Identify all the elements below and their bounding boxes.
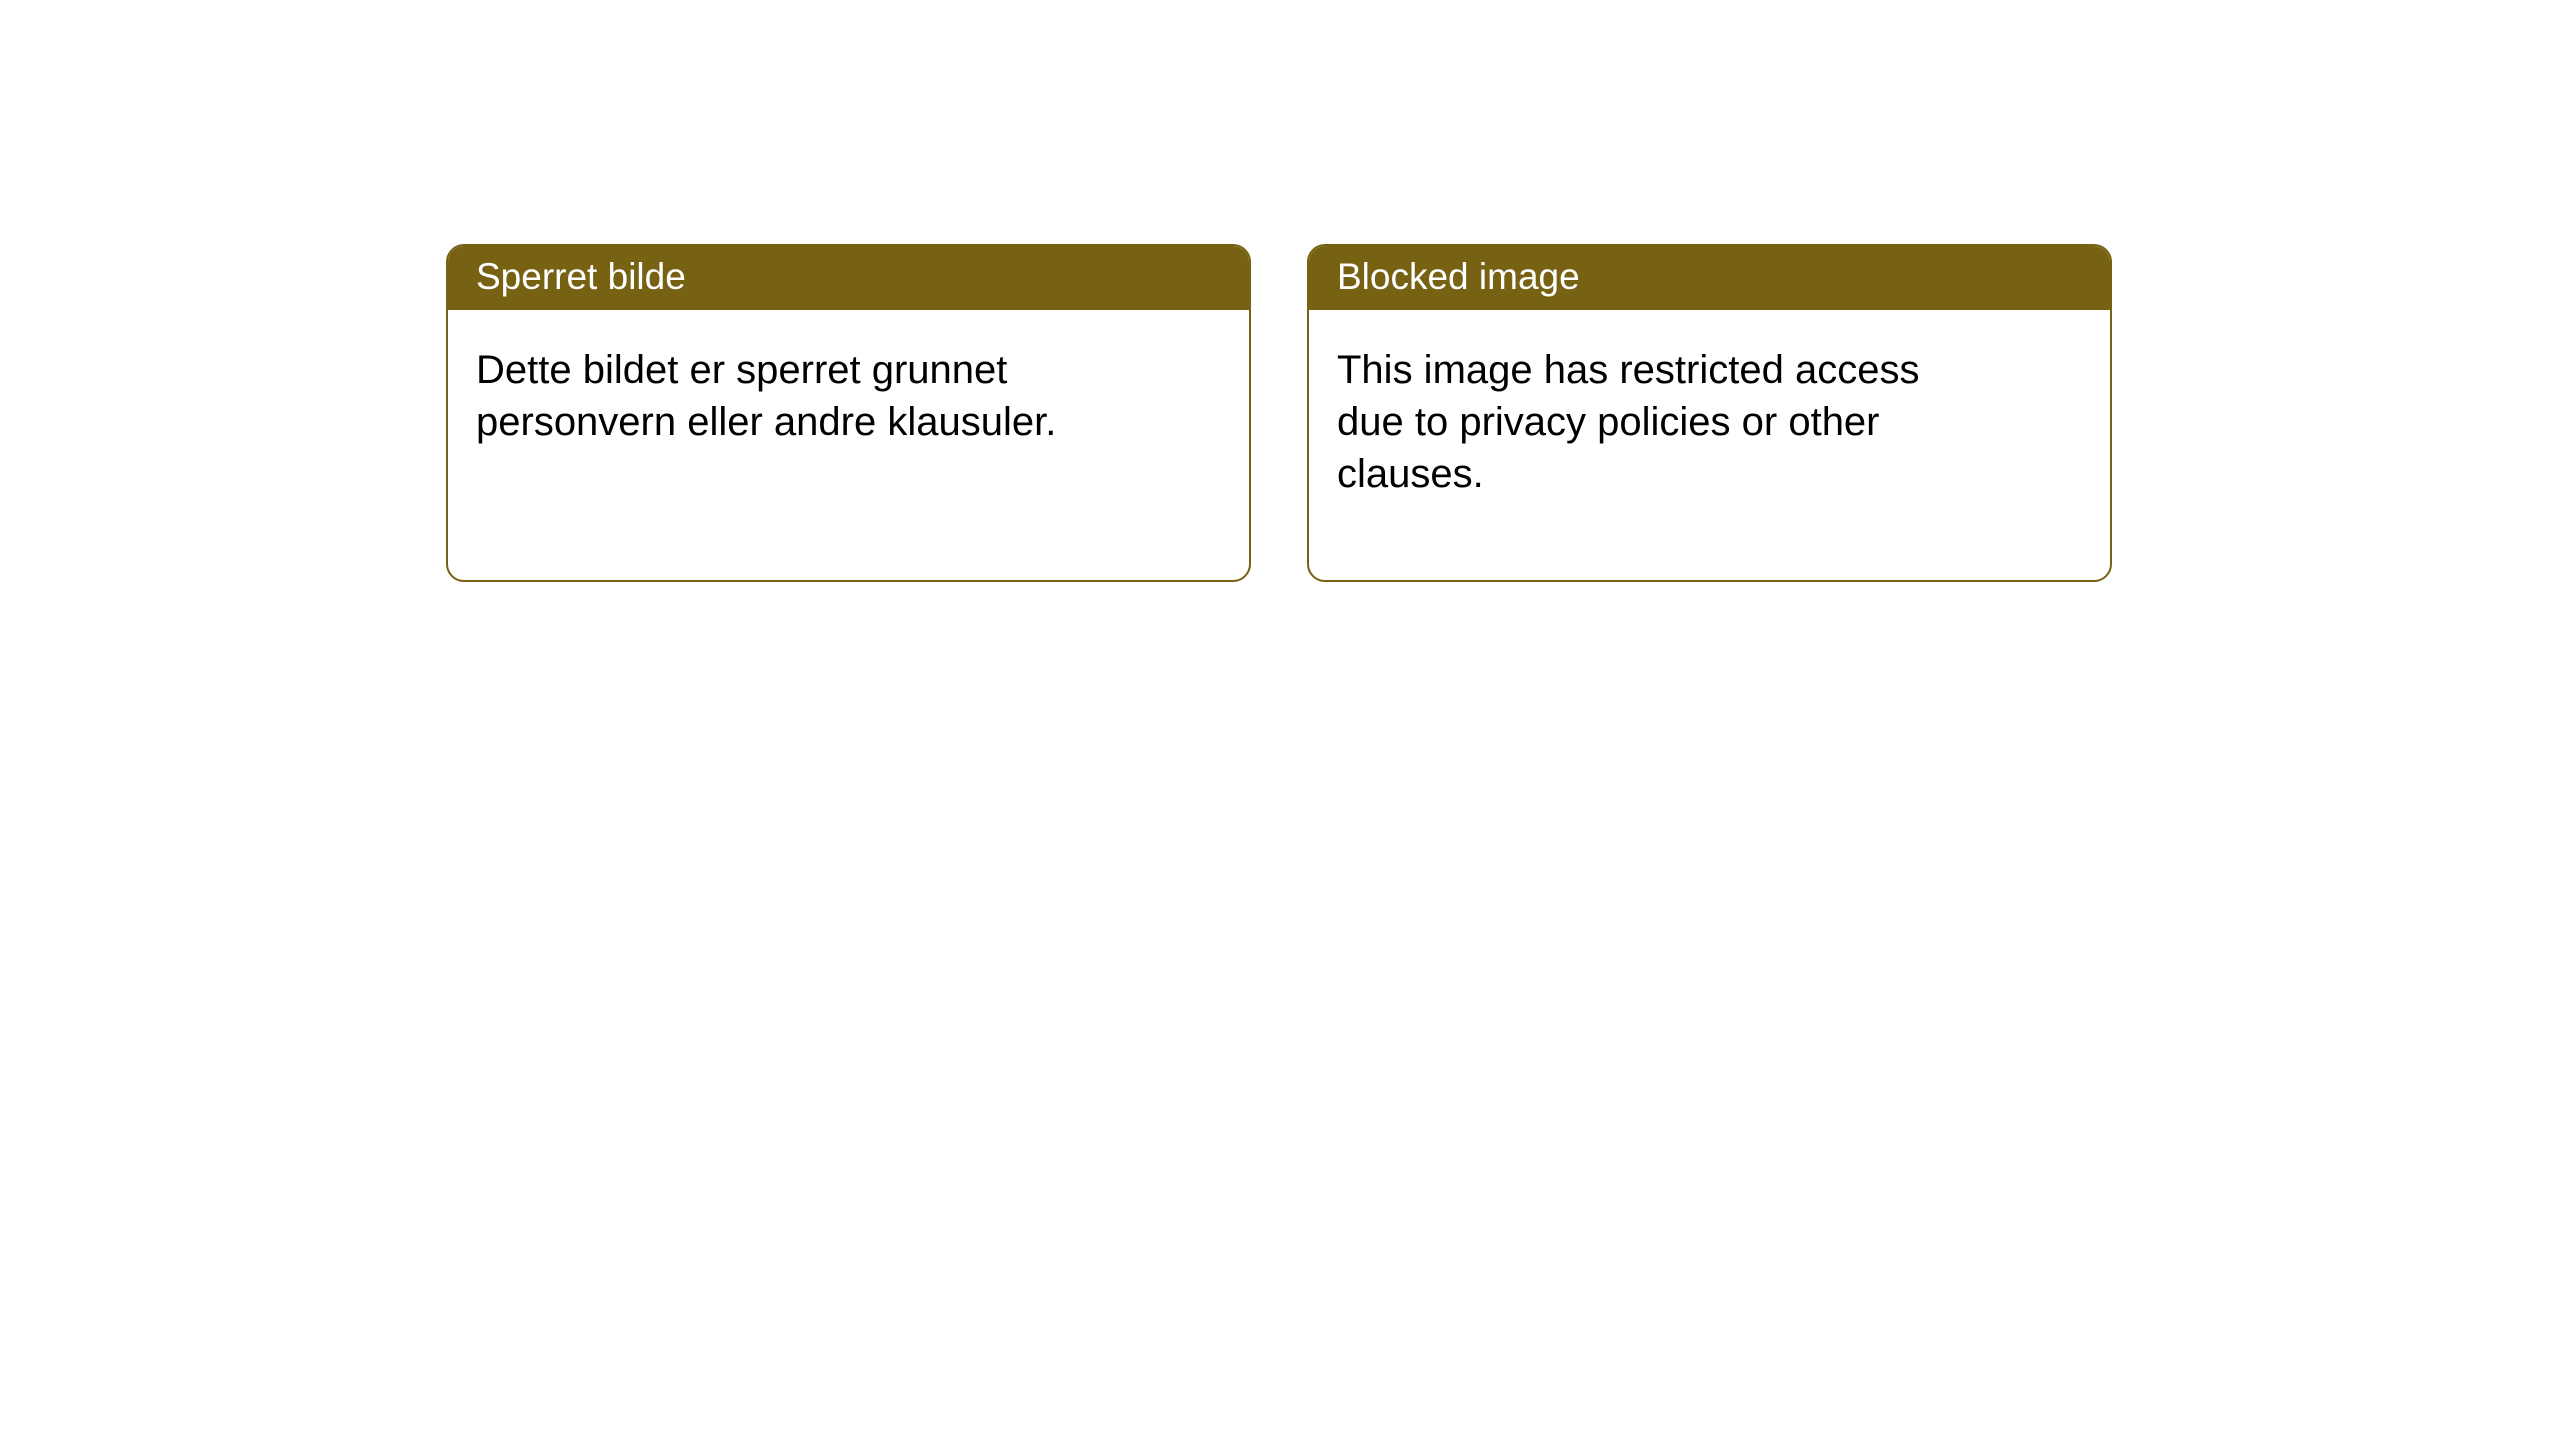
card-header: Sperret bilde	[448, 246, 1249, 310]
card-header: Blocked image	[1309, 246, 2110, 310]
card-title: Blocked image	[1337, 256, 1580, 297]
card-body-text: This image has restricted access due to …	[1337, 348, 1919, 496]
card-body-text: Dette bildet er sperret grunnet personve…	[476, 348, 1056, 444]
card-title: Sperret bilde	[476, 256, 686, 297]
notice-container: Sperret bilde Dette bildet er sperret gr…	[446, 244, 2112, 582]
card-body: Dette bildet er sperret grunnet personve…	[448, 310, 1148, 528]
notice-card-english: Blocked image This image has restricted …	[1307, 244, 2112, 582]
notice-card-norwegian: Sperret bilde Dette bildet er sperret gr…	[446, 244, 1251, 582]
card-body: This image has restricted access due to …	[1309, 310, 2009, 580]
